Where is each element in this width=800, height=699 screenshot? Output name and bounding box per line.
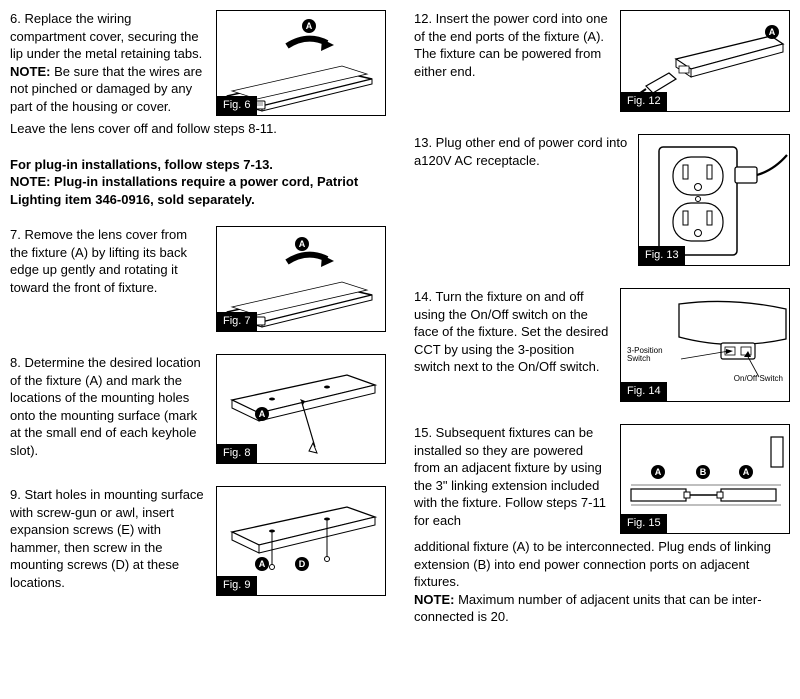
note-label: NOTE:: [414, 592, 454, 607]
note-text: Maximum number of adjacent units that ca…: [414, 592, 762, 625]
plugin-line2: NOTE: Plug-in installations require a po…: [10, 174, 358, 207]
figure-label: Fig. 12: [621, 92, 667, 111]
step-text: 8. Determine the desired location of the…: [10, 355, 201, 458]
figure-13: Fig. 13: [638, 134, 790, 266]
step-13: Fig. 13 13. Plug other end of power cord…: [414, 134, 790, 270]
step-12: A Fig. 12 12. Insert the power cord into…: [414, 10, 790, 116]
figure-label: Fig. 7: [217, 312, 257, 331]
step-8: A Fig. 8 8. Determine the desired locati…: [10, 354, 386, 468]
step-text: 13. Plug other end of power cord into a1…: [414, 135, 627, 168]
figure-label: Fig. 14: [621, 382, 667, 401]
left-column: A Fig. 6 6. Replace the wiring compartme…: [10, 10, 386, 644]
step-text-1: 15. Subsequent fixtures can be installed…: [414, 425, 606, 528]
step-text: 9. Start holes in mounting surface with …: [10, 487, 204, 590]
figure-12: A Fig. 12: [620, 10, 790, 112]
plugin-line1: For plug-in installations, follow steps …: [10, 157, 273, 172]
step-text: 14. Turn the fixture on and off using th…: [414, 289, 608, 374]
step-text: 7. Remove the lens cover from the fixtur…: [10, 227, 187, 295]
step-9: A D Fig. 9 9. Start holes in mounting su…: [10, 486, 386, 600]
step-text: 12. Insert the power cord into one of th…: [414, 11, 608, 79]
figure-label: Fig. 13: [639, 246, 685, 265]
right-column: A Fig. 12 12. Insert the power cord into…: [414, 10, 790, 644]
label-3pos: 3-Position Switch: [627, 347, 675, 363]
note-label: NOTE:: [10, 64, 50, 79]
figure-15: A B A Fig. 15: [620, 424, 790, 534]
callout-a1: A: [651, 465, 665, 479]
step-7: A Fig. 7 7. Remove the lens cover from t…: [10, 226, 386, 336]
figure-6: A Fig. 6: [216, 10, 386, 116]
figure-label: Fig. 15: [621, 514, 667, 533]
step-6: A Fig. 6 6. Replace the wiring compartme…: [10, 10, 386, 138]
figure-8: A Fig. 8: [216, 354, 386, 464]
callout-b: B: [696, 465, 710, 479]
figure-label: Fig. 8: [217, 444, 257, 463]
callout-a: A: [765, 25, 779, 39]
figure-9: A D Fig. 9: [216, 486, 386, 596]
step-text: 6. Replace the wiring compartment cover,…: [10, 11, 202, 61]
figure-7: A Fig. 7: [216, 226, 386, 332]
figure-14: 3-Position Switch On/Off Switch Fig. 14: [620, 288, 790, 402]
figure-label: Fig. 9: [217, 576, 257, 595]
step-tail: Leave the lens cover off and follow step…: [10, 121, 277, 136]
callout-a: A: [302, 19, 316, 33]
step-14: 3-Position Switch On/Off Switch Fig. 14 …: [414, 288, 790, 406]
step-text-2: additional fixture (A) to be interconnec…: [414, 539, 771, 589]
label-onoff: On/Off Switch: [734, 375, 783, 383]
callout-a2: A: [739, 465, 753, 479]
figure-label: Fig. 6: [217, 96, 257, 115]
plugin-note: For plug-in installations, follow steps …: [10, 156, 386, 209]
step-15: A B A Fig. 15 15. Subsequent fixtures ca…: [414, 424, 790, 626]
